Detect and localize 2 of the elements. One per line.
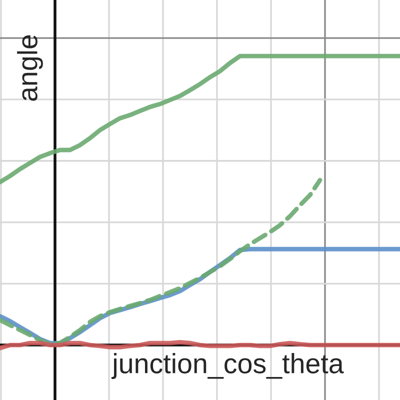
y-axis-title: angle xyxy=(17,35,43,101)
x-axis-title: junction_cos_theta xyxy=(112,353,344,379)
